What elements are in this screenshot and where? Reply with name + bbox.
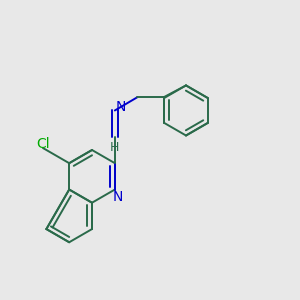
Text: Cl: Cl [36, 137, 50, 151]
Text: H: H [110, 141, 119, 154]
Text: N: N [115, 100, 126, 114]
Text: N: N [112, 190, 123, 204]
